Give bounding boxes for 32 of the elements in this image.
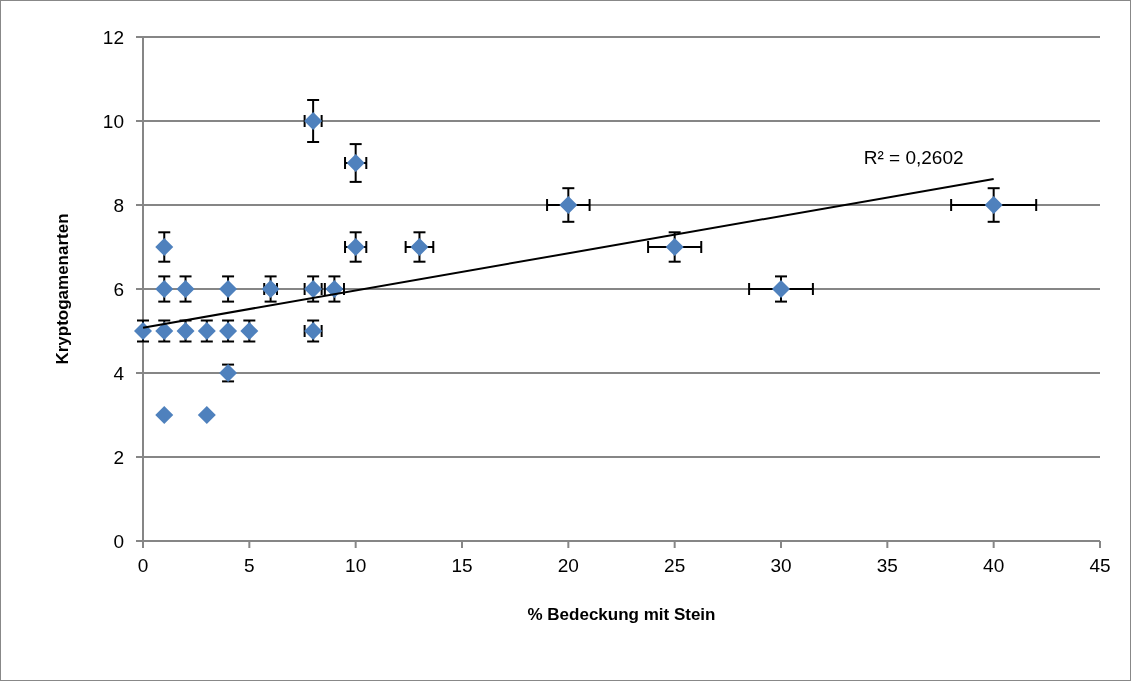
x-tick-label: 5 xyxy=(244,555,255,576)
point xyxy=(197,406,216,424)
y-tick-label: 4 xyxy=(113,362,125,384)
point xyxy=(410,238,429,256)
y-axis-title: Kryptogamenarten xyxy=(53,213,72,365)
x-axis-title: % Bedeckung mit Stein xyxy=(527,605,716,624)
point xyxy=(772,280,790,298)
x-tick-label: 25 xyxy=(664,555,686,576)
y-tick-label: 8 xyxy=(113,194,124,216)
x-tick-label: 35 xyxy=(876,555,898,576)
x-tick-label: 20 xyxy=(557,555,579,576)
y-tick-label: 0 xyxy=(113,530,124,552)
point xyxy=(155,238,174,256)
x-tick-label: 45 xyxy=(1089,555,1111,576)
y-tick-label: 12 xyxy=(102,26,124,48)
x-tick-label: 0 xyxy=(137,555,149,576)
point xyxy=(134,322,152,340)
point xyxy=(176,280,195,298)
x-tick-label: 30 xyxy=(770,555,792,576)
point xyxy=(984,196,1003,214)
annotation: R² = 0,2602 xyxy=(863,146,964,168)
point xyxy=(155,406,174,424)
point xyxy=(155,280,174,298)
x-tick-label: 40 xyxy=(983,555,1005,576)
x-tick-label: 10 xyxy=(345,555,367,576)
y-tick-label: 2 xyxy=(113,446,124,468)
point xyxy=(559,196,578,214)
point xyxy=(219,280,238,298)
point xyxy=(665,238,684,256)
y-tick-label: 6 xyxy=(113,278,124,300)
x-tick-label: 15 xyxy=(451,555,473,576)
y-tick-label: 10 xyxy=(102,110,124,132)
